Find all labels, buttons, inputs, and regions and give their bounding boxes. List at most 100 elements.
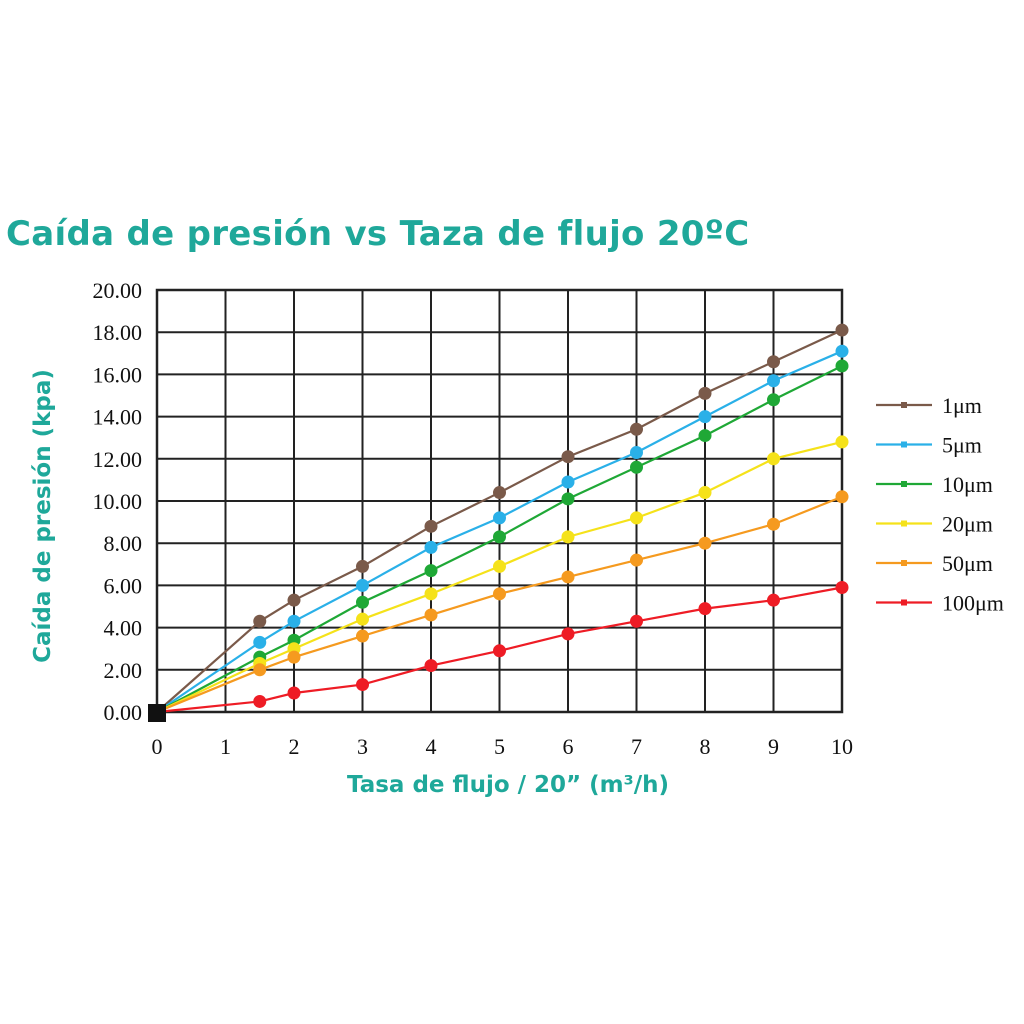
series-5μm: [156, 344, 849, 713]
legend-label: 50μm: [942, 551, 993, 576]
series-100μm: [156, 581, 849, 714]
x-axis-ticks: 0 1 2 3 4 5 6 7 8 9 10: [152, 734, 854, 759]
legend-item: 5μm: [876, 433, 982, 458]
y-tick-label: 16.00: [93, 362, 143, 387]
y-axis-title: Caída de presión (kpa): [30, 369, 56, 663]
data-point: [287, 614, 301, 628]
data-point: [698, 410, 712, 424]
y-axis-ticks: 0.00 2.00 4.00 6.00 8.00 10.00 12.00 14.00 16.00…: [93, 278, 143, 725]
data-point: [424, 587, 438, 601]
data-point: [493, 511, 506, 525]
data-point: [698, 386, 712, 400]
data-point: [561, 492, 575, 506]
data-point: [493, 587, 506, 601]
x-tick-label: 6: [563, 734, 574, 759]
x-tick-label: 3: [357, 734, 368, 759]
data-point: [424, 564, 438, 578]
x-tick-label: 5: [494, 734, 505, 759]
x-tick-label: 4: [426, 734, 437, 759]
origin-marker: [148, 704, 166, 722]
data-point: [356, 629, 369, 643]
y-tick-label: 2.00: [104, 658, 143, 683]
x-axis-title: Tasa de flujo / 20” (m³/h): [347, 772, 669, 798]
data-point: [630, 614, 643, 628]
legend-label: 1μm: [942, 393, 982, 418]
data-point: [253, 663, 267, 677]
data-point: [630, 553, 643, 567]
data-point: [253, 635, 267, 649]
data-point: [493, 530, 506, 544]
x-tick-label: 2: [289, 734, 300, 759]
y-tick-label: 14.00: [93, 405, 143, 430]
data-point: [561, 627, 575, 641]
legend-item: 10μm: [876, 472, 993, 497]
data-point: [767, 374, 780, 388]
x-tick-label: 0: [152, 734, 163, 759]
data-point: [767, 517, 780, 531]
data-point: [630, 422, 643, 436]
data-point: [356, 578, 369, 592]
legend-label: 10μm: [942, 472, 993, 497]
legend-item: 20μm: [876, 512, 993, 537]
data-point: [356, 595, 369, 609]
data-point: [356, 678, 369, 692]
legend-item: 50μm: [876, 551, 993, 576]
data-point: [698, 486, 712, 500]
legend-item: 100μm: [876, 591, 1004, 616]
x-tick-label: 10: [831, 734, 853, 759]
x-tick-label: 7: [631, 734, 642, 759]
x-tick-label: 8: [700, 734, 711, 759]
grid: [155, 288, 844, 714]
legend-swatch-marker: [901, 402, 907, 408]
data-point: [424, 659, 438, 673]
data-point: [493, 486, 506, 500]
data-point: [424, 608, 438, 622]
data-point: [698, 429, 712, 443]
y-tick-label: 18.00: [93, 320, 143, 345]
data-point: [493, 644, 506, 658]
y-tick-label: 10.00: [93, 489, 143, 514]
data-point: [424, 519, 438, 533]
data-point: [356, 559, 369, 573]
legend-swatch-marker: [901, 520, 907, 527]
y-tick-label: 20.00: [93, 278, 143, 303]
legend: 1μm 5μm 10μm 20μm 50μm 100μm: [876, 393, 1004, 616]
data-point: [767, 355, 780, 369]
x-tick-label: 9: [768, 734, 779, 759]
data-point: [835, 581, 849, 595]
data-point: [561, 450, 575, 464]
legend-label: 20μm: [942, 512, 993, 537]
legend-item: 1μm: [876, 393, 982, 418]
data-point: [835, 435, 849, 449]
data-point: [698, 536, 712, 550]
data-point: [424, 540, 438, 554]
data-point: [835, 344, 849, 358]
data-point: [835, 323, 849, 337]
y-tick-label: 6.00: [104, 573, 143, 598]
y-tick-label: 8.00: [104, 531, 143, 556]
x-tick-label: 1: [220, 734, 231, 759]
data-point: [767, 393, 780, 407]
chart-title: Caída de presión vs Taza de flujo 20ºC: [6, 214, 750, 254]
legend-label: 100μm: [942, 591, 1004, 616]
data-point: [356, 612, 369, 626]
data-point: [835, 359, 849, 373]
y-tick-label: 4.00: [104, 616, 143, 641]
legend-swatch-marker: [901, 560, 907, 566]
data-point: [287, 593, 301, 607]
data-point: [287, 686, 301, 700]
legend-swatch-marker: [901, 481, 907, 487]
data-point: [767, 593, 780, 607]
data-point: [561, 530, 575, 544]
series-50μm: [156, 490, 849, 714]
data-point: [493, 559, 506, 573]
data-point: [287, 650, 301, 664]
data-point: [253, 614, 267, 628]
data-point: [835, 490, 849, 504]
data-point: [253, 694, 267, 708]
data-point: [561, 570, 575, 584]
data-point: [767, 452, 780, 466]
data-point: [630, 445, 643, 459]
legend-label: 5μm: [942, 433, 982, 458]
